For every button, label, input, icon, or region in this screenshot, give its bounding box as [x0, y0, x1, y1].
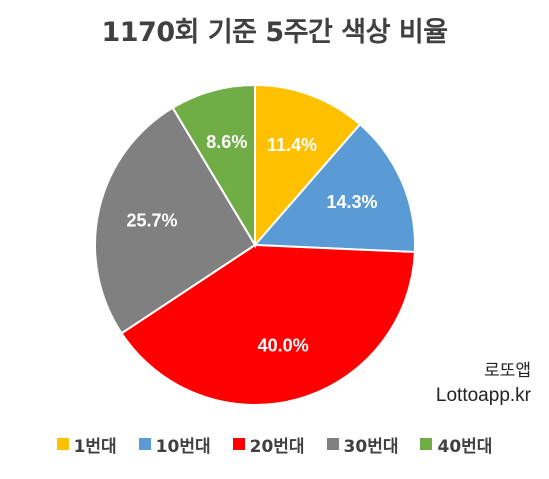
legend-label-3: 30번대 — [343, 436, 399, 457]
watermark-brand: 로또앱 — [484, 361, 531, 380]
slice-label-0: 11.4% — [267, 135, 317, 155]
slice-label-2: 40.0% — [258, 336, 309, 356]
legend-item-3: 30번대 — [326, 432, 399, 457]
legend-label-1: 10번대 — [155, 436, 211, 457]
pie-slice-4 — [171, 83, 256, 249]
slice-label-1: 14.3% — [327, 192, 378, 212]
legend-swatch-2 — [232, 438, 245, 450]
legend-label-0: 1번대 — [73, 436, 117, 457]
slice-label-3: 25.7% — [126, 210, 177, 230]
legend-swatch-0 — [56, 438, 69, 450]
slice-label-4: 8.6% — [206, 132, 247, 152]
pie-slice-1 — [252, 122, 416, 254]
pie-slice-3 — [94, 106, 257, 335]
legend-swatch-4 — [420, 438, 433, 450]
legend: 1번대 10번대 20번대 30번대 40번대 — [0, 424, 549, 464]
legend-item-2: 20번대 — [232, 432, 305, 457]
legend-swatch-1 — [138, 438, 151, 450]
legend-label-2: 20번대 — [249, 436, 305, 457]
legend-label-4: 40번대 — [437, 436, 493, 457]
legend-item-0: 1번대 — [56, 432, 117, 457]
legend-swatch-3 — [326, 438, 339, 450]
watermark-url: Lottoapp.kr — [435, 385, 531, 406]
chart-title: 1170회 기준 5주간 색상 비율 — [101, 17, 448, 48]
pie-slice-0 — [254, 83, 362, 248]
legend-item-1: 10번대 — [138, 432, 211, 457]
legend-item-4: 40번대 — [420, 432, 492, 457]
